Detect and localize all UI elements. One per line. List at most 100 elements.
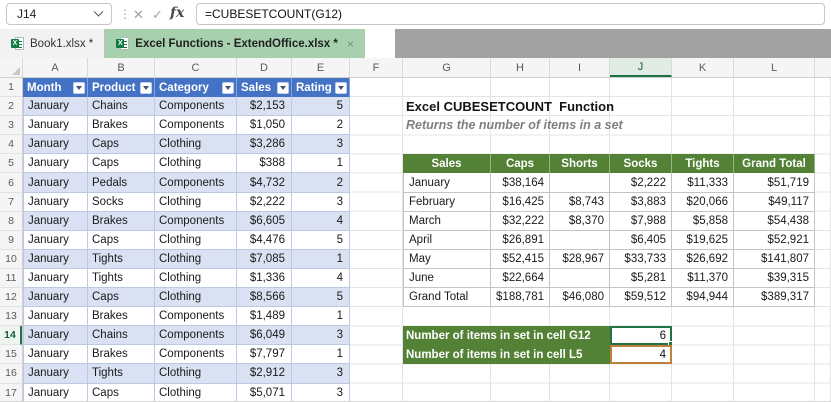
cell[interactable]: Tights xyxy=(88,364,155,384)
row-header-11[interactable]: 11 xyxy=(0,269,22,289)
cell[interactable]: Tights xyxy=(88,249,155,269)
cell[interactable]: 2 xyxy=(292,116,350,136)
cell[interactable]: $11,370 xyxy=(672,268,734,289)
column-header-D[interactable]: D xyxy=(237,58,292,77)
cell[interactable]: 3 xyxy=(292,326,350,346)
cell[interactable]: 4 xyxy=(292,268,350,289)
tab-book1[interactable]: X Book1.xlsx * xyxy=(0,29,106,58)
cell[interactable]: $6,049 xyxy=(237,326,292,346)
cell[interactable]: Caps xyxy=(88,135,155,155)
cell[interactable]: 1 xyxy=(292,249,350,269)
row-header-10[interactable]: 10 xyxy=(0,250,22,269)
cell[interactable]: Clothing xyxy=(155,249,237,269)
cell[interactable]: $2,912 xyxy=(237,364,292,384)
cell[interactable]: $20,066 xyxy=(672,192,734,212)
cell[interactable]: $7,085 xyxy=(237,249,292,269)
cell[interactable]: January xyxy=(23,230,88,250)
cell[interactable]: 5 xyxy=(292,97,350,117)
cell[interactable]: Clothing xyxy=(155,383,237,401)
cell[interactable]: $4,732 xyxy=(237,173,292,193)
column-header-C[interactable]: C xyxy=(155,58,237,77)
cell[interactable]: June xyxy=(403,268,491,289)
cell[interactable]: 5 xyxy=(292,230,350,250)
cell[interactable]: $388 xyxy=(237,154,292,174)
cell[interactable]: Components xyxy=(155,173,237,193)
column-header-H[interactable]: H xyxy=(491,58,550,77)
cell[interactable]: Caps xyxy=(88,288,155,308)
row-header-6[interactable]: 6 xyxy=(0,173,22,193)
filter-dropdown-icon[interactable] xyxy=(140,81,152,94)
cell[interactable]: $19,625 xyxy=(672,230,734,250)
cell[interactable]: January xyxy=(23,364,88,384)
cell[interactable]: $59,512 xyxy=(610,288,672,308)
cell[interactable]: 3 xyxy=(292,135,350,155)
row-header-9[interactable]: 9 xyxy=(0,231,22,250)
filter-dropdown-icon[interactable] xyxy=(335,81,347,94)
cell[interactable]: $49,117 xyxy=(734,192,815,212)
cell[interactable]: Brakes xyxy=(88,345,155,365)
cell[interactable]: 2 xyxy=(292,173,350,193)
cell[interactable]: January xyxy=(23,383,88,401)
cell[interactable]: Clothing xyxy=(155,135,237,155)
cell[interactable]: January xyxy=(23,288,88,308)
cell[interactable]: 3 xyxy=(292,383,350,401)
cell[interactable]: January xyxy=(23,326,88,346)
cell[interactable]: January xyxy=(403,173,491,193)
cell[interactable]: $5,858 xyxy=(672,211,734,231)
cell[interactable]: $52,415 xyxy=(491,249,550,269)
cell[interactable]: $26,692 xyxy=(672,249,734,269)
cell[interactable]: Chains xyxy=(88,97,155,117)
cell[interactable]: $141,807 xyxy=(734,249,815,269)
formula-input[interactable]: =CUBESETCOUNT(G12) xyxy=(196,3,825,25)
row-header-8[interactable]: 8 xyxy=(0,212,22,231)
cell[interactable]: $33,733 xyxy=(610,249,672,269)
cell[interactable]: Chains xyxy=(88,326,155,346)
cell[interactable]: 3 xyxy=(292,364,350,384)
column-header-B[interactable]: B xyxy=(88,58,155,77)
cell[interactable]: $94,944 xyxy=(672,288,734,308)
cell[interactable]: 3 xyxy=(292,192,350,212)
tab-excel-functions[interactable]: X Excel Functions - ExtendOffice.xlsx * … xyxy=(105,29,365,58)
row-header-4[interactable]: 4 xyxy=(0,135,22,155)
cell[interactable]: January xyxy=(23,345,88,365)
cell[interactable]: Grand Total xyxy=(403,288,491,308)
row-header-14[interactable]: 14 xyxy=(0,326,22,346)
chevron-down-icon[interactable] xyxy=(93,6,104,17)
cell[interactable]: 1 xyxy=(292,307,350,327)
filter-dropdown-icon[interactable] xyxy=(222,81,234,94)
cell[interactable]: January xyxy=(23,307,88,327)
cell[interactable]: January xyxy=(23,249,88,269)
column-header-K[interactable]: K xyxy=(672,58,734,77)
column-header-A[interactable]: A xyxy=(23,58,88,77)
cell[interactable]: $5,281 xyxy=(610,268,672,289)
column-header-J[interactable]: J xyxy=(610,58,672,77)
cell[interactable]: $1,050 xyxy=(237,116,292,136)
result-label-l5[interactable]: Number of items in set in cell L5 xyxy=(403,345,610,365)
cell[interactable]: $26,891 xyxy=(491,230,550,250)
cell[interactable]: $51,719 xyxy=(734,173,815,193)
cell[interactable]: $3,286 xyxy=(237,135,292,155)
cell[interactable]: Caps xyxy=(88,383,155,401)
cell[interactable]: Components xyxy=(155,326,237,346)
cell[interactable]: Brakes xyxy=(88,307,155,327)
cell[interactable]: Brakes xyxy=(88,116,155,136)
cell[interactable]: $8,743 xyxy=(550,192,610,212)
name-box[interactable]: J14 xyxy=(6,3,112,25)
cell[interactable]: 5 xyxy=(292,288,350,308)
cell[interactable]: $1,489 xyxy=(237,307,292,327)
enter-icon[interactable]: ✓ xyxy=(152,7,163,22)
cell[interactable]: $2,222 xyxy=(610,173,672,193)
cell[interactable]: $389,317 xyxy=(734,288,815,308)
selected-cell-j14[interactable]: 6 xyxy=(610,326,673,347)
cell[interactable]: Clothing xyxy=(155,230,237,250)
cancel-icon[interactable]: ✕ xyxy=(133,7,144,22)
column-header-F[interactable]: F xyxy=(350,58,403,77)
cell[interactable]: January xyxy=(23,135,88,155)
worksheet-subtitle[interactable]: Returns the number of items in a set xyxy=(406,118,623,133)
cell[interactable]: Clothing xyxy=(155,288,237,308)
cell[interactable]: March xyxy=(403,211,491,231)
cell[interactable] xyxy=(550,230,610,250)
cell[interactable] xyxy=(550,268,610,289)
filter-dropdown-icon[interactable] xyxy=(73,81,85,94)
cell[interactable]: Clothing xyxy=(155,192,237,212)
